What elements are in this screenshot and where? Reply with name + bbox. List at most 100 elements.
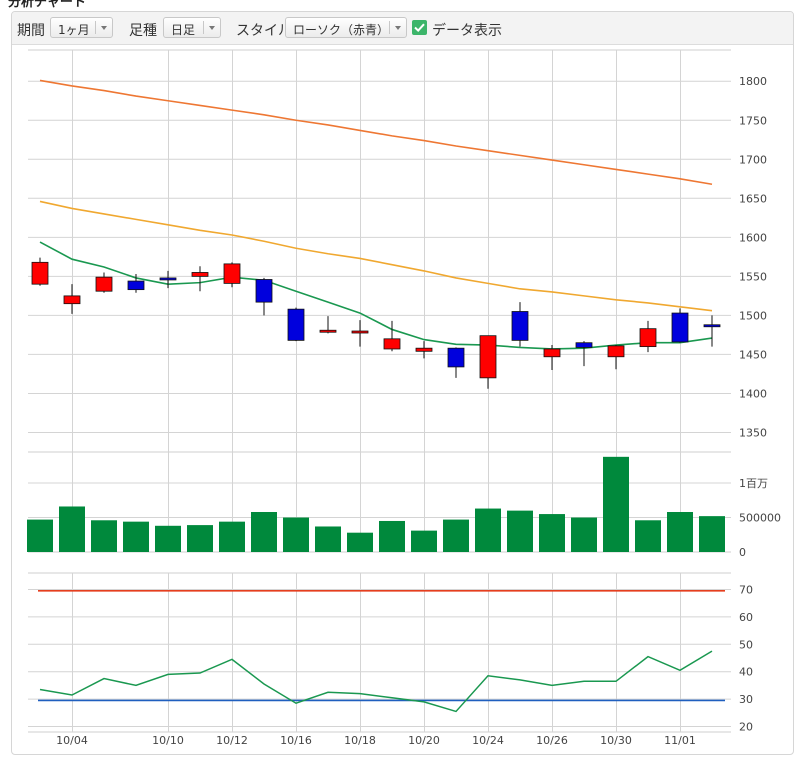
volume-bar	[379, 520, 405, 552]
candle-body	[479, 335, 497, 379]
select-separator	[203, 21, 204, 34]
data-display-checkbox[interactable]	[412, 20, 427, 35]
chevron-down-icon	[395, 26, 401, 30]
candle-type-select-value: 日足	[171, 23, 196, 37]
volume-bar	[699, 516, 725, 552]
x-tick-label: 10/10	[152, 734, 184, 747]
candle-type-select[interactable]: 日足	[163, 17, 221, 38]
volume-bar	[187, 525, 213, 552]
candle-body	[575, 342, 593, 348]
price-tick-label: 1600	[739, 231, 767, 244]
rsi-tick-label: 20	[739, 721, 753, 734]
candle-body	[415, 347, 433, 352]
checkmark-icon	[414, 23, 425, 33]
candle	[575, 341, 593, 367]
x-tick-label: 10/12	[216, 734, 248, 747]
candle	[191, 266, 209, 292]
x-tick-label: 10/04	[56, 734, 88, 747]
candle	[127, 274, 145, 293]
candle	[479, 335, 497, 389]
candle	[415, 341, 433, 359]
period-select[interactable]: 1ヶ月	[50, 17, 113, 38]
volume-bar	[571, 517, 597, 552]
volume-bar	[443, 519, 469, 552]
stock-chart: 1350 1400 1450 1500 1550 1600 1650 1700 1750 1800…	[27, 49, 781, 747]
rsi-tick-label: 60	[739, 611, 753, 624]
price-tick-label: 1750	[739, 114, 767, 127]
candle-body	[223, 263, 241, 284]
data-display-label[interactable]: データ表示	[432, 23, 502, 39]
candle-body	[671, 312, 689, 343]
x-tick-label: 10/16	[280, 734, 312, 747]
chart-panel: 期間 1ヶ月 足種 日足 スタイル ローソク（赤青） データ表示	[11, 11, 794, 755]
select-separator	[95, 21, 96, 34]
volume-bar	[91, 520, 117, 552]
moving-average-long	[39, 79, 713, 186]
period-select-value: 1ヶ月	[58, 23, 90, 37]
x-tick-label: 10/24	[472, 734, 504, 747]
candle	[607, 345, 625, 370]
rsi-tick-label: 50	[739, 638, 753, 651]
volume-bar	[123, 521, 149, 552]
candle	[351, 320, 369, 347]
chart-grid	[28, 49, 731, 733]
chevron-down-icon	[101, 26, 107, 30]
candle-body	[447, 347, 465, 368]
chart-toolbar: 期間 1ヶ月 足種 日足 スタイル ローソク（赤青） データ表示	[12, 12, 793, 45]
volume-tick-label: 500000	[739, 512, 781, 525]
x-tick-label: 10/26	[536, 734, 568, 747]
volume-bar	[667, 512, 693, 552]
style-select-value: ローソク（赤青）	[293, 23, 390, 37]
price-tick-label: 1350	[739, 426, 767, 439]
candle	[319, 316, 337, 334]
candle-body	[639, 328, 657, 348]
candle-body	[511, 311, 529, 341]
volume-bar	[27, 519, 53, 552]
chevron-down-icon	[209, 26, 215, 30]
volume-bar	[315, 526, 341, 552]
volume-tick-label: 1百万	[739, 477, 768, 490]
candle	[511, 302, 529, 347]
rsi-tick-label: 30	[739, 693, 753, 706]
style-label: スタイル	[236, 23, 292, 39]
candle	[287, 307, 305, 342]
style-select[interactable]: ローソク（赤青）	[285, 17, 407, 38]
candle	[383, 320, 401, 352]
price-tick-label: 1450	[739, 348, 767, 361]
x-tick-label: 10/18	[344, 734, 376, 747]
candlesticks	[31, 257, 721, 389]
price-tick-label: 1550	[739, 270, 767, 283]
x-tick-label: 10/30	[600, 734, 632, 747]
rsi-tick-label: 70	[739, 583, 753, 596]
volume-bar	[411, 530, 437, 552]
price-tick-label: 1650	[739, 192, 767, 205]
rsi-tick-label: 40	[739, 666, 753, 679]
candle	[95, 272, 113, 293]
candle-type-label: 足種	[129, 23, 157, 39]
rsi-indicator	[38, 590, 725, 713]
candle-body	[383, 338, 401, 350]
candle	[255, 277, 273, 316]
volume-bar	[59, 506, 85, 552]
candle-body	[351, 330, 369, 334]
volume-bar	[283, 517, 309, 552]
volume-tick-label: 0	[739, 546, 746, 559]
select-separator	[389, 21, 390, 34]
period-label: 期間	[17, 23, 45, 39]
x-tick-label: 10/20	[408, 734, 440, 747]
price-tick-label: 1400	[739, 387, 767, 400]
candle-body	[319, 329, 337, 333]
candle-body	[543, 348, 561, 358]
volume-bar	[219, 521, 245, 552]
volume-bar	[251, 512, 277, 552]
price-tick-label: 1500	[739, 309, 767, 322]
candle	[703, 315, 721, 347]
candle	[447, 347, 465, 378]
volume-bar	[635, 520, 661, 552]
candle	[671, 308, 689, 343]
moving-average-short	[39, 241, 713, 350]
candle-body	[607, 345, 625, 358]
candle	[159, 270, 177, 289]
candle-body	[127, 280, 145, 291]
candle	[543, 345, 561, 371]
